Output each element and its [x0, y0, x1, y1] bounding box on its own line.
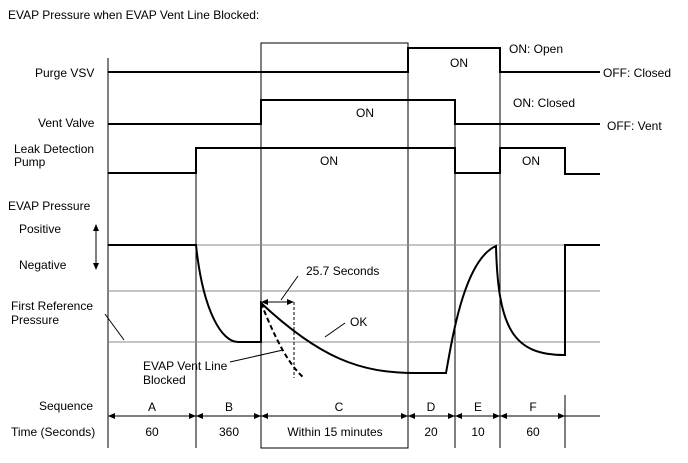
purge-vsv-signal — [108, 47, 600, 73]
pressure-direction-arrow — [93, 224, 99, 270]
time-b: 360 — [219, 425, 239, 439]
seconds-leader — [280, 275, 299, 301]
first-ref-label-2: Pressure — [11, 313, 59, 327]
ok-annotation: OK — [350, 315, 367, 329]
blocked-annotation-1: EVAP Vent Line — [143, 359, 228, 373]
time-c: Within 15 minutes — [287, 425, 382, 439]
leak-pump-label-1: Leak Detection — [14, 142, 94, 156]
sequence-c: C — [335, 400, 344, 414]
first-ref-label-1: First Reference — [11, 299, 93, 313]
sequence-e: E — [474, 400, 482, 414]
leak-pump-on-label: ON — [320, 154, 338, 168]
vent-valve-on-closed: ON: Closed — [513, 96, 575, 110]
time-d: 20 — [424, 425, 438, 439]
seconds-annotation: 25.7 Seconds — [306, 264, 379, 278]
vent-valve-off-vent: OFF: Vent — [607, 119, 662, 133]
time-e: 10 — [471, 425, 485, 439]
vent-valve-label: Vent Valve — [38, 116, 95, 130]
leak-pump-signal — [108, 147, 600, 175]
purge-vsv-on-label: ON — [450, 56, 468, 70]
blocked-pressure-curve — [260, 302, 305, 379]
time-f: 60 — [526, 425, 540, 439]
blocked-annotation-2: Blocked — [143, 373, 186, 387]
positive-label: Positive — [19, 222, 61, 236]
time-label: Time (Seconds) — [11, 425, 95, 439]
purge-vsv-label: Purge VSV — [35, 66, 94, 80]
evap-pressure-label: EVAP Pressure — [8, 199, 91, 213]
leak-pump-label-2: Pump — [14, 155, 46, 169]
vent-valve-on-label: ON — [356, 106, 374, 120]
negative-label: Negative — [19, 258, 67, 272]
diagram-title: EVAP Pressure when EVAP Vent Line Blocke… — [8, 8, 259, 22]
seconds-dimension-arrow — [261, 299, 294, 305]
purge-vsv-off-closed: OFF: Closed — [603, 66, 671, 80]
vent-valve-signal — [108, 99, 600, 125]
sequence-label: Sequence — [39, 399, 93, 413]
sequence-d: D — [427, 400, 436, 414]
time-a: 60 — [145, 425, 159, 439]
sequence-b: B — [225, 400, 233, 414]
ok-leader — [324, 322, 346, 338]
evap-pressure-curve — [108, 244, 600, 374]
leak-pump-on-label-f: ON — [522, 154, 540, 168]
blocked-leader — [229, 349, 284, 363]
sequence-a: A — [148, 400, 156, 414]
purge-vsv-on-open: ON: Open — [509, 42, 563, 56]
first-ref-leader — [104, 313, 125, 341]
sequence-f: F — [529, 400, 536, 414]
sequence-arrows — [108, 413, 565, 419]
